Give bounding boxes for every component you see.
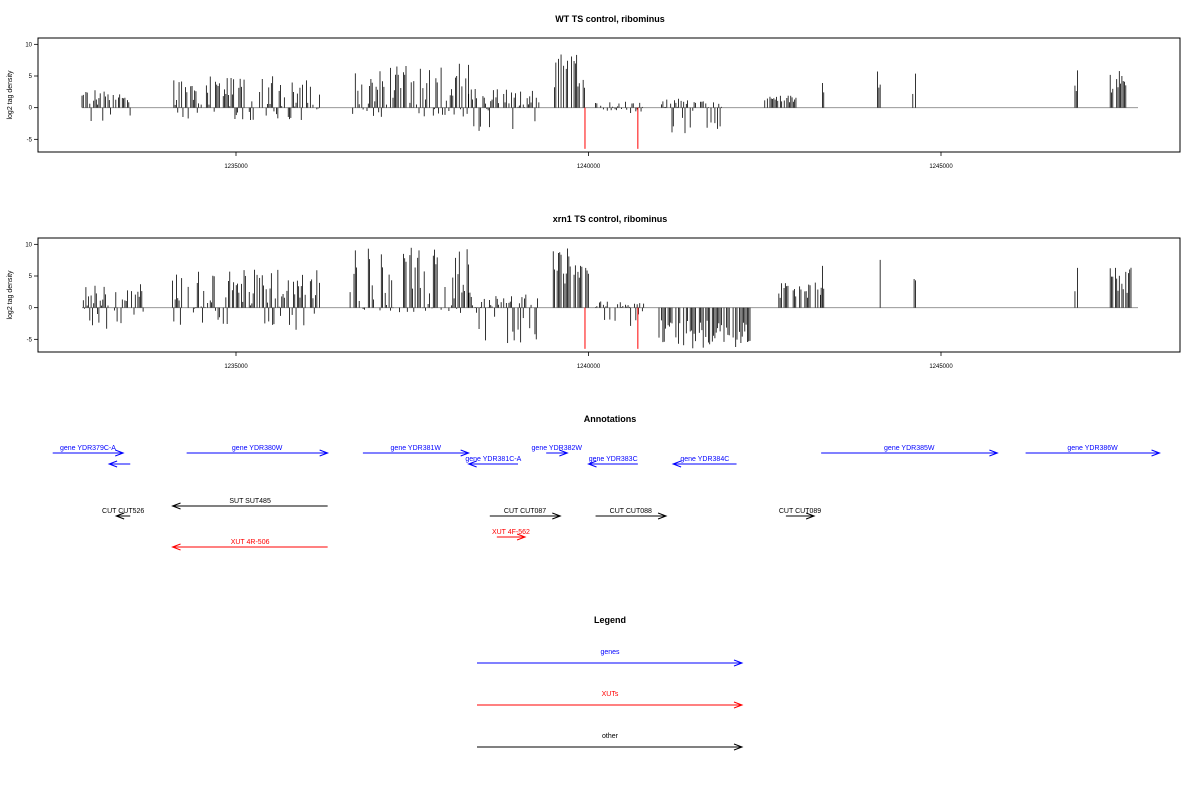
wt-plot-frame [37,37,1181,153]
annotation-arrow-head [805,512,816,520]
wt-bars [81,54,1138,149]
annotation-arrow-head [114,512,125,520]
wt-ytick-label: -5 [27,137,33,143]
annotation-arrow-head [319,449,330,457]
annotation-label: gene YDR383C [589,456,638,463]
annotation-label: CUT CUT088 [610,508,652,515]
annotation-label: XUT 4F-562 [492,529,530,536]
annotation-arrow-head [671,460,682,468]
legend-gene-arrow-head [733,659,744,667]
annotation-label: CUT CUT526 [102,508,144,515]
annotation-arrow-head [171,543,181,551]
annotations-title: Annotations [584,414,637,424]
wt-y-axis-label: log2 tag density [7,70,14,120]
annotation-arrow-head [107,460,118,468]
legend-xut-label: XUTs [602,691,619,698]
annotation-arrow-head [171,502,181,510]
wt-xtick-label: 1245000 [929,164,953,170]
wt-track-panel: WT TS control, ribominus log2 tag densit… [7,14,1181,170]
annotation-arrow-head [587,460,597,468]
xrn1-bars [82,247,1138,349]
wt-axes: -5 0 5 10 1235000 1240000 1245000 [25,42,953,170]
annotation-label: XUT 4R-506 [231,539,270,546]
xrn1-y-axis-label: log2 tag density [7,270,14,320]
annotation-label: gene YDR385W [884,445,935,452]
legend-other-label: other [602,733,619,740]
xrn1-xtick-label: 1245000 [929,364,953,370]
annotation-arrows: gene YDR379C-A gene YDR380W gene YDR381W ge… [52,445,1161,551]
annotation-label: CUT CUT087 [504,508,546,515]
annotation-arrow-head [467,460,477,468]
xrn1-plot-frame [37,237,1181,353]
annotation-label: gene YDR384C [680,456,729,463]
xrn1-ytick-label: 10 [25,242,32,248]
wt-ytick-label: 10 [25,42,32,48]
legend-xut-arrow-head [733,701,744,709]
xrn1-ytick-label: 0 [29,306,33,312]
annotation-label: gene YDR386W [1067,445,1118,452]
wt-ytick-label: 5 [29,74,33,80]
xrn1-track-panel: xrn1 TS control, ribominus log2 tag dens… [7,214,1181,370]
xrn1-axes: -5 0 5 10 1235000 1240000 1245000 [25,242,953,370]
xrn1-ytick-label: 5 [29,274,33,280]
xrn1-xtick-label: 1235000 [224,364,248,370]
legend-gene-label: genes [600,649,620,656]
wt-xtick-label: 1240000 [577,164,601,170]
annotation-label: gene YDR381W [391,445,442,452]
wt-track-title: WT TS control, ribominus [555,14,665,24]
legend-panel: Legend genes XUTs other [477,615,744,751]
annotation-arrow-head [552,512,562,520]
annotation-label: SUT SUT485 [229,498,271,505]
annotation-arrow-head [559,449,569,457]
annotation-label: gene YDR379C-A [60,445,116,452]
legend-title: Legend [594,615,626,625]
annotation-label: gene YDR382W [532,445,583,452]
xrn1-ytick-label: -5 [27,337,33,343]
wt-ytick-label: 0 [29,106,33,112]
xrn1-xtick-label: 1240000 [577,364,601,370]
xrn1-track-title: xrn1 TS control, ribominus [553,214,668,224]
annotation-arrow-head [1151,449,1161,457]
annotation-arrow-head [657,512,668,520]
annotations-panel: Annotations gene YDR379C-A gene YDR380W ge… [52,414,1161,551]
annotation-arrow-head [460,449,471,457]
annotation-arrow-head [516,533,527,541]
annotation-label: CUT CUT089 [779,508,821,515]
legend-items: genes XUTs other [477,649,744,751]
annotation-arrow-head [115,449,125,457]
annotation-label: gene YDR380W [232,445,283,452]
annotation-arrow-head [989,449,999,457]
legend-other-arrow-head [733,743,744,751]
annotation-label: gene YDR381C-A [465,456,521,463]
wt-xtick-label: 1235000 [224,164,248,170]
